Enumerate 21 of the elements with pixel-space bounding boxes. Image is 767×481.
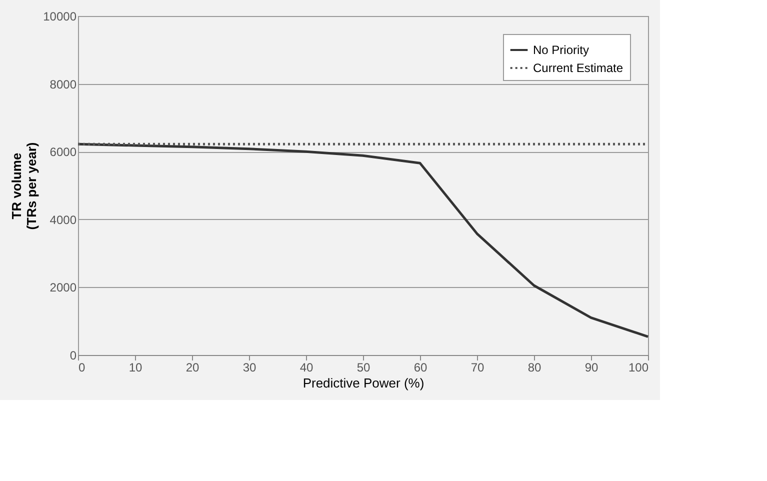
legend-label: Current Estimate: [533, 61, 624, 75]
x-tick-label: 0: [78, 360, 86, 374]
x-tick-label: 80: [528, 360, 542, 374]
x-tick-label: 100: [628, 360, 649, 374]
y-tick-label: 6000: [50, 145, 77, 160]
x-tick-label: 50: [356, 360, 370, 374]
y-tick-label: 10000: [43, 10, 77, 24]
y-tick-label: 0: [70, 348, 77, 362]
x-tick-label: 20: [186, 360, 200, 374]
x-tick-label: 30: [242, 360, 256, 374]
y-tick-label: 4000: [50, 212, 77, 227]
x-tick-label: 90: [584, 360, 598, 374]
x-tick-label: 10: [128, 360, 142, 374]
x-axis-title: Predictive Power (%): [302, 376, 424, 390]
x-tick-label: 70: [470, 360, 484, 374]
legend-label: No Priority: [533, 43, 590, 57]
x-tick-label: 60: [414, 360, 428, 374]
y-axis-title: TR volume (TRs per year): [9, 142, 40, 230]
x-tick-label: 40: [300, 360, 314, 374]
y-tick-label: 8000: [50, 77, 77, 92]
y-tick-label: 2000: [50, 280, 77, 295]
